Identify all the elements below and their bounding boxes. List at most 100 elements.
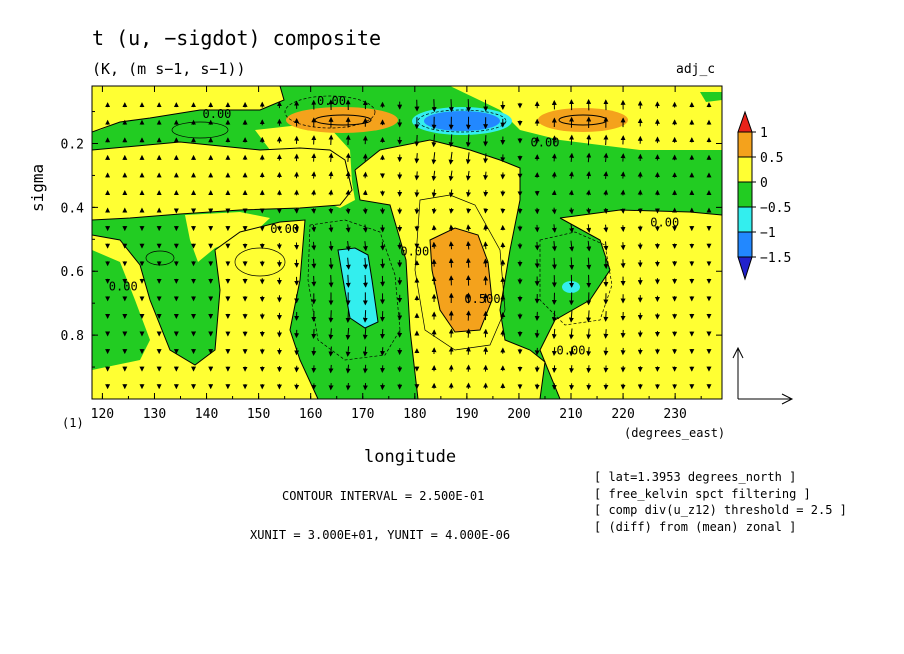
chart-tag: adj_c <box>676 62 716 77</box>
vector-arrow <box>328 328 334 340</box>
x-tick-label: 230 <box>663 407 686 422</box>
vector-arrow <box>448 134 454 148</box>
vector-arrow <box>362 346 368 357</box>
vector-arrow <box>414 189 420 198</box>
chart-title: t (u, −sigdot) composite <box>92 26 381 50</box>
vector-arrow <box>345 240 351 252</box>
vector-arrow <box>603 241 609 251</box>
vector-arrow <box>603 258 609 270</box>
vector-arrow <box>362 364 368 374</box>
x-tick-label: 130 <box>143 407 166 422</box>
vector-arrow <box>345 207 351 215</box>
x-tick-label: 180 <box>403 407 426 422</box>
vector-arrow <box>569 152 575 162</box>
vector-arrow <box>345 309 351 323</box>
vector-arrow <box>414 153 420 164</box>
colorbar-label: −1 <box>760 226 776 241</box>
contour-line <box>92 219 319 399</box>
contour-line <box>171 121 229 139</box>
vector-arrow <box>431 207 437 215</box>
vector-arrow <box>603 311 609 322</box>
x-tick-label: 170 <box>351 407 374 422</box>
vector-arrow <box>603 224 609 233</box>
vector-arrow <box>311 224 317 233</box>
contour-line <box>92 86 285 133</box>
vector-arrow <box>345 364 351 374</box>
vector-arrow <box>551 153 557 162</box>
contour-label: 0.500 <box>464 292 500 306</box>
vector-arrow <box>551 347 557 357</box>
colorbar-label: −0.5 <box>760 201 791 216</box>
vector-arrow <box>465 152 471 165</box>
vector-arrow <box>551 224 557 233</box>
x-tick-label: 150 <box>247 407 270 422</box>
vector-arrow <box>465 170 471 181</box>
contour-line <box>354 139 546 399</box>
vector-arrow <box>465 134 471 148</box>
contour-line-dashed <box>284 95 376 129</box>
vector-arrow <box>311 329 317 339</box>
vector-arrow <box>465 240 471 250</box>
x-tick-label: 160 <box>299 407 322 422</box>
contour-line-dashed <box>307 219 401 361</box>
vector-arrow <box>466 224 472 232</box>
vector-arrow <box>551 328 557 340</box>
contour-line <box>337 247 379 329</box>
vector-arrow <box>483 190 489 197</box>
note-lat: [ lat=1.3953 degrees_north ] <box>594 470 797 484</box>
vector-arrow <box>328 346 334 357</box>
note-diff: [ (diff) from (mean) zonal ] <box>594 520 797 534</box>
x-axis-label: longitude <box>364 447 457 467</box>
contour-interval-text: CONTOUR INTERVAL = 2.500E-01 <box>282 489 485 503</box>
fill-region-yellow <box>185 212 270 262</box>
vector-arrow <box>568 310 574 323</box>
colorbar-label: 1 <box>760 126 768 141</box>
vector-arrow <box>448 258 454 268</box>
reference-vector <box>732 346 794 405</box>
vector-arrow <box>569 224 575 234</box>
colorbar: 1 0.5 0 −0.5 −1 −1.5 <box>737 110 791 281</box>
contour-label: 0.00 <box>270 222 299 236</box>
vector-arrow <box>448 99 454 113</box>
vector-arrow <box>311 347 317 357</box>
vector-arrow <box>345 224 351 233</box>
vector-arrow <box>603 347 609 356</box>
y-tick-label: 0.2 <box>61 137 84 152</box>
fill-region-yellow <box>92 86 284 132</box>
axis-corner-label: (1) <box>62 416 84 430</box>
vector-arrow <box>362 310 368 323</box>
fill-region-yellow <box>92 142 352 220</box>
vector-arrow <box>603 134 609 146</box>
vector-arrow <box>586 171 592 179</box>
fill-region-green <box>700 92 722 102</box>
x-tick-label: 120 <box>91 407 114 422</box>
vector-arrow <box>345 346 351 357</box>
vector-arrow <box>380 347 386 357</box>
fill-region-orange <box>286 107 398 133</box>
vector-arrow <box>345 274 351 288</box>
contour-line <box>92 141 353 221</box>
vector-arrow <box>448 224 454 231</box>
x-tick-label: 210 <box>559 407 582 422</box>
note-threshold: [ comp div(u_z12) threshold = 2.5 ] <box>594 503 847 517</box>
vector-arrow <box>586 224 592 233</box>
vector-arrow <box>586 134 592 146</box>
vector-arrow <box>328 171 334 179</box>
vector-arrow <box>603 189 609 196</box>
x-tick-label: 220 <box>611 407 634 422</box>
vector-arrow <box>362 207 368 215</box>
vector-arrow <box>483 171 489 181</box>
vector-arrow <box>328 275 334 288</box>
vector-arrow <box>603 208 609 215</box>
note-filter: [ free_kelvin spct filtering ] <box>594 487 811 501</box>
vector-arrow <box>586 152 592 163</box>
vector-arrow <box>328 310 334 323</box>
vector-arrow <box>551 240 557 252</box>
contour-line <box>414 194 506 351</box>
vector-arrow <box>380 329 385 339</box>
vector-arrow <box>603 171 609 179</box>
vector-arrow <box>551 310 557 323</box>
vector-arrow <box>362 274 368 288</box>
vector-arrow <box>465 257 471 268</box>
